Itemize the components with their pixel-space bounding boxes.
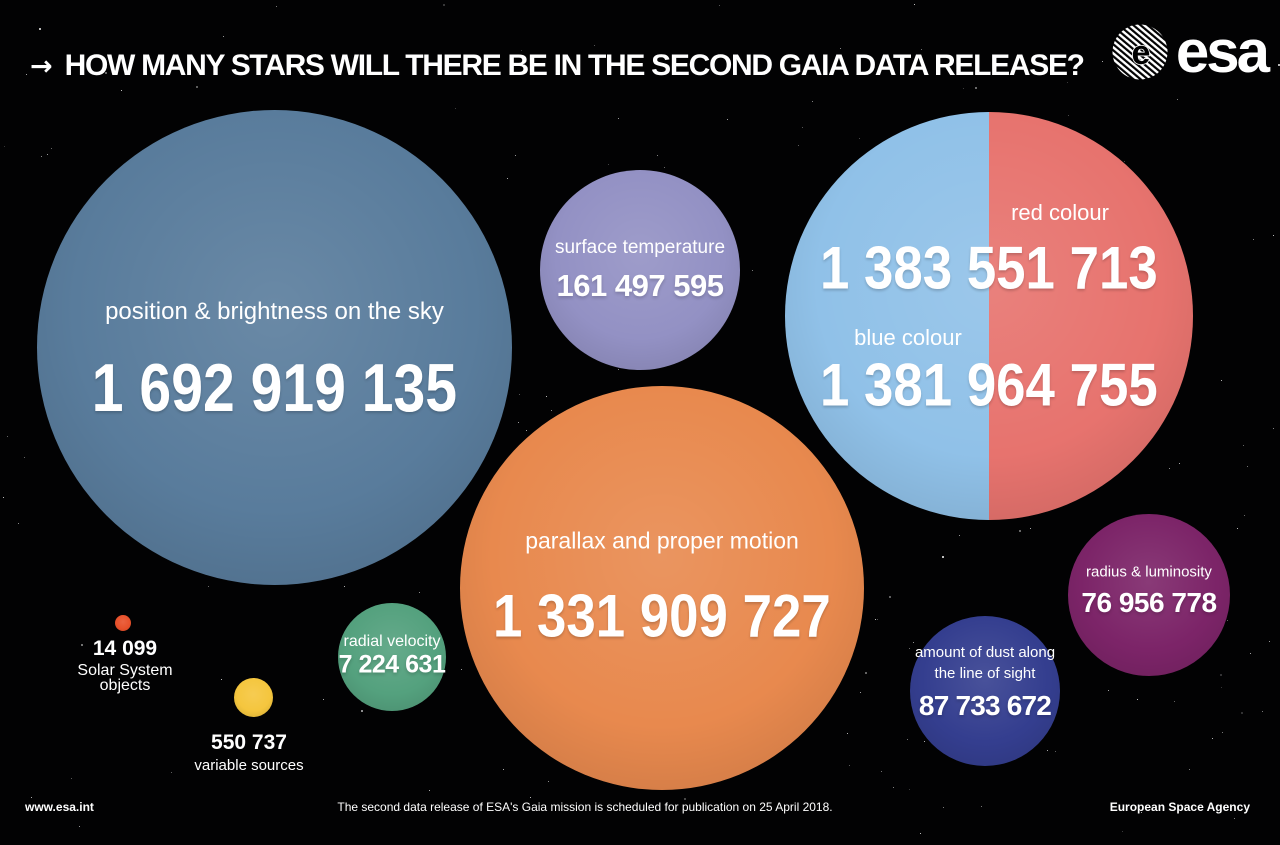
- bubble-surface-temperature: surface temperature 161 497 595: [540, 170, 740, 370]
- bubble-solar-system-objects: [115, 615, 131, 631]
- bubble-value: 76 956 778: [1068, 587, 1230, 619]
- page-title-text: HOW MANY STARS WILL THERE BE IN THE SECO…: [64, 49, 1085, 82]
- red-colour-value: 1 383 551 713: [785, 234, 1193, 303]
- footer-publication-note: The second data release of ESA's Gaia mi…: [337, 800, 833, 814]
- bubble-value-text: 87 733 672: [918, 690, 1052, 721]
- bubble-value-text: 161 497 595: [556, 268, 724, 303]
- footer-agency-name: European Space Agency: [1109, 800, 1250, 814]
- bubble-label: surface temperature: [554, 237, 726, 258]
- solar-system-objects-annotation: 14 099 Solar System objects: [45, 637, 205, 694]
- bubble-value-text: 7 224 631: [338, 650, 446, 679]
- esa-wordmark: esa: [1175, 18, 1270, 85]
- bubble-value: 161 497 595: [540, 268, 740, 304]
- bubble-value: 87 733 672: [910, 690, 1060, 722]
- bubble-label: parallax and proper motion: [525, 527, 799, 554]
- bubble-value: 7 224 631: [338, 651, 446, 680]
- split-half-blue: [785, 112, 989, 520]
- bubble-radial-velocity: radial velocity 7 224 631: [338, 603, 446, 711]
- bubble-value-text: 1 331 909 727: [493, 582, 831, 650]
- footer-esa-link[interactable]: www.esa.int: [25, 800, 94, 814]
- bubble-position-brightness: position & brightness on the sky 1 692 9…: [37, 110, 512, 585]
- page-title: → HOW MANY STARS WILL THERE BE IN THE SE…: [30, 49, 1085, 83]
- blue-colour-value: 1 381 964 755: [785, 351, 1193, 420]
- blue-colour-value-text: 1 381 964 755: [820, 351, 1158, 419]
- dust-label-line1: amount of dust along: [914, 644, 1056, 661]
- bubble-value: 1 331 909 727: [460, 582, 864, 651]
- esa-logo: e esa: [1111, 18, 1270, 85]
- red-colour-value-text: 1 383 551 713: [820, 234, 1158, 302]
- annotation-value: 550 737: [211, 731, 287, 754]
- bubble-value-text: 1 692 919 135: [91, 350, 458, 426]
- bubble-label: amount of dust along the line of sight: [910, 642, 1060, 684]
- dust-label-line2: the line of sight: [934, 665, 1036, 682]
- bubble-value-text: 76 956 778: [1081, 587, 1217, 618]
- bubble-label: radius & luminosity: [1086, 563, 1212, 581]
- bubble-label: radial velocity: [343, 633, 441, 650]
- bubble-variable-sources: [234, 678, 273, 717]
- annotation-label-line2: objects: [99, 677, 151, 694]
- annotation-label: Solar System objects: [45, 662, 205, 694]
- red-colour-label: red colour: [1011, 200, 1109, 225]
- bubble-colour-split: red colour 1 383 551 713 blue colour 1 3…: [785, 112, 1193, 520]
- split-half-red: [989, 112, 1193, 520]
- blue-colour-label: blue colour: [854, 325, 962, 350]
- esa-logo-globe-icon: e: [1111, 23, 1169, 81]
- annotation-label-line1: Solar System: [77, 662, 173, 679]
- bubble-dust-line-of-sight: amount of dust along the line of sight 8…: [910, 616, 1060, 766]
- bubble-radius-luminosity: radius & luminosity 76 956 778: [1068, 514, 1230, 676]
- title-arrow-icon: →: [30, 50, 53, 82]
- bubble-value: 1 692 919 135: [37, 349, 512, 427]
- annotation-value: 14 099: [92, 637, 158, 660]
- variable-sources-annotation: 550 737 variable sources: [169, 731, 329, 773]
- annotation-label: variable sources: [194, 757, 304, 774]
- bubble-label: position & brightness on the sky: [105, 298, 444, 325]
- svg-text:e: e: [1131, 34, 1150, 72]
